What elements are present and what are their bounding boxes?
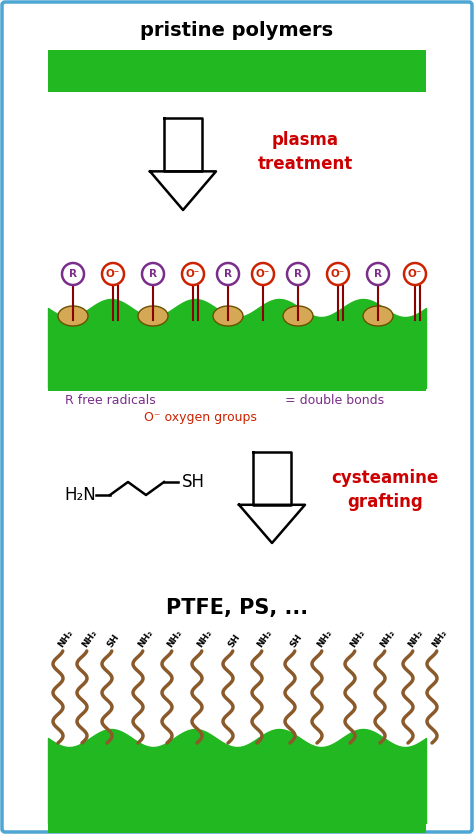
Text: NH₂: NH₂ [137,628,155,649]
Text: NH₂: NH₂ [165,628,184,649]
Text: R free radicals: R free radicals [64,394,155,406]
Bar [48,50,426,92]
Ellipse shape [283,306,313,326]
Polygon shape [150,171,216,210]
Text: NH₂: NH₂ [430,628,449,649]
Text: O⁻: O⁻ [256,269,270,279]
Text: pristine polymers: pristine polymers [140,21,334,39]
Text: R: R [294,269,302,279]
Ellipse shape [138,306,168,326]
Ellipse shape [58,306,88,326]
Text: NH₂: NH₂ [56,628,75,649]
Bar [48,336,426,391]
Text: SH: SH [182,473,204,491]
Bar [48,768,426,833]
Text: NH₂: NH₂ [378,628,397,649]
Polygon shape [239,505,305,543]
Text: plasma
treatment: plasma treatment [257,131,353,173]
Text: cysteamine
grafting: cysteamine grafting [331,470,438,510]
Text: PTFE, PS, ...: PTFE, PS, ... [166,598,308,618]
Text: NH₂: NH₂ [406,628,425,649]
Text: NH₂: NH₂ [195,628,214,649]
Polygon shape [253,452,291,505]
Text: O⁻ oxygen groups: O⁻ oxygen groups [144,410,256,424]
Text: R: R [374,269,382,279]
Polygon shape [164,118,202,171]
Text: NH₂: NH₂ [315,628,334,649]
Text: O⁻: O⁻ [186,269,200,279]
Text: SH: SH [288,632,304,649]
Text: O⁻: O⁻ [331,269,345,279]
Text: R: R [149,269,157,279]
Text: H₂N: H₂N [64,486,96,504]
Text: SH: SH [105,632,121,649]
Text: R: R [224,269,232,279]
Ellipse shape [363,306,393,326]
Text: NH₂: NH₂ [81,628,99,649]
Text: NH₂: NH₂ [348,628,367,649]
Text: O⁻: O⁻ [408,269,422,279]
Text: O⁻: O⁻ [106,269,120,279]
Text: = double bonds: = double bonds [285,394,384,406]
Ellipse shape [213,306,243,326]
Text: NH₂: NH₂ [255,628,274,649]
Text: SH: SH [227,632,242,649]
Text: R: R [69,269,77,279]
